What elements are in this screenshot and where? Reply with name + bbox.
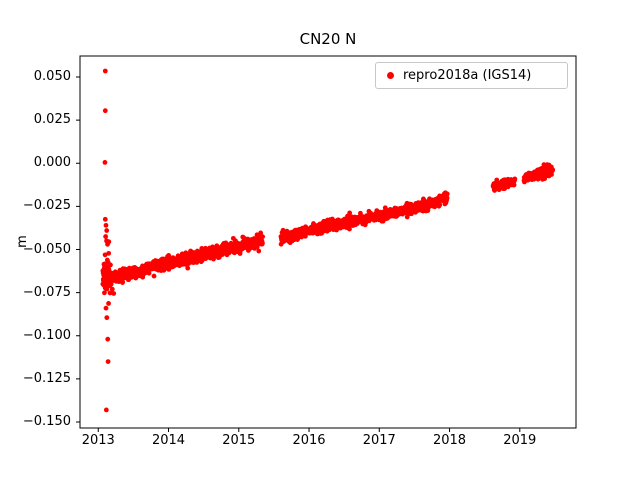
y-tick-label: −0.075 [22,284,71,300]
x-tick-label: 2019 [503,433,537,448]
x-tick-label: 2017 [362,433,396,448]
x-tick-label: 2018 [432,433,467,448]
legend-label: repro2018a (IGS14) [403,68,532,83]
y-tick-label: 0.050 [33,69,71,85]
y-tick-label: −0.050 [22,241,71,257]
y-tick-label: −0.025 [22,198,71,214]
x-tick-label: 2016 [292,433,326,448]
x-tick-label: 2013 [81,433,115,448]
y-tick-label: −0.150 [22,413,71,429]
x-tick-label: 2014 [151,433,186,448]
legend-marker-dot [387,72,394,79]
chart-title: CN20 N [299,30,357,48]
y-tick-label: 0.000 [33,155,71,171]
y-tick-label: −0.100 [22,327,71,343]
y-tick-label: 0.025 [33,112,71,128]
y-tick-label: −0.125 [22,370,71,386]
x-tick-label: 2015 [222,433,256,448]
legend: repro2018a (IGS14) [375,62,568,89]
